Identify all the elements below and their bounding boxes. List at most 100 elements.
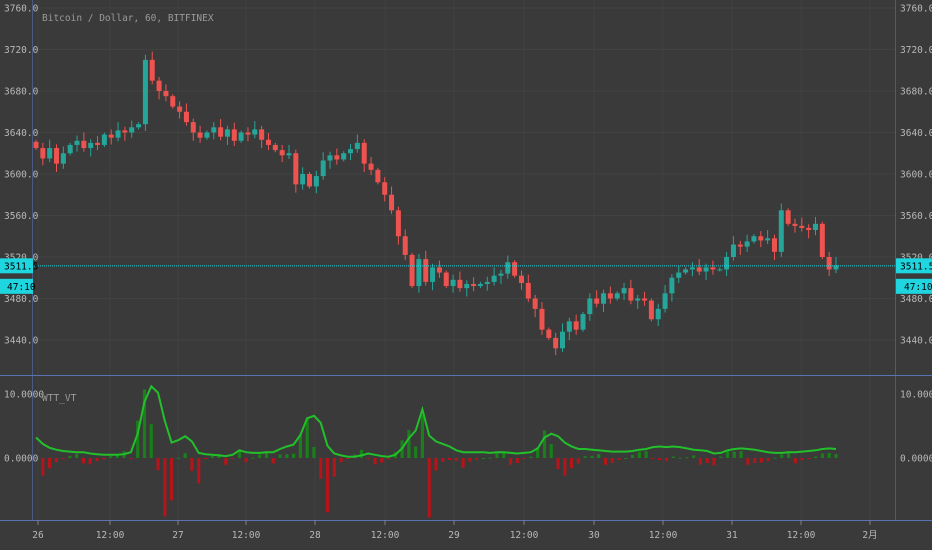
candle-body xyxy=(101,134,107,145)
histogram-bar xyxy=(658,458,662,461)
candle-body xyxy=(361,142,367,164)
candle xyxy=(730,236,736,261)
candle xyxy=(689,262,695,277)
candle-body xyxy=(33,141,39,149)
candle-body xyxy=(286,153,292,156)
histogram-bar xyxy=(515,458,519,463)
histogram-bar xyxy=(75,454,79,458)
candle-body xyxy=(81,140,87,149)
candle xyxy=(95,136,101,151)
candle-body xyxy=(464,283,470,289)
candle-body xyxy=(573,321,579,330)
histogram-bar xyxy=(664,458,669,462)
candle xyxy=(642,291,648,306)
candle-body xyxy=(799,225,805,228)
candle-body xyxy=(156,80,162,91)
candle-body xyxy=(771,238,777,252)
candle xyxy=(553,332,559,356)
time-tick-label: 12:00 xyxy=(371,530,400,541)
candle xyxy=(74,135,80,152)
candle-body xyxy=(778,210,784,252)
candle xyxy=(771,234,777,261)
candle-body xyxy=(806,227,812,231)
candle-body xyxy=(744,241,750,247)
time-tick-label: 12:00 xyxy=(649,530,678,541)
histogram-bar xyxy=(698,458,703,465)
price-tick-label-right: 3720.0 xyxy=(900,45,932,56)
candle-body xyxy=(293,153,299,185)
candle xyxy=(156,76,162,100)
candle-body xyxy=(327,155,333,161)
time-tick-label: 28 xyxy=(309,530,321,541)
histogram-bar xyxy=(434,458,438,471)
candle-body xyxy=(313,176,319,187)
candle xyxy=(136,122,142,130)
histogram-bar xyxy=(88,458,92,465)
candle xyxy=(430,263,436,291)
histogram-bar xyxy=(732,451,736,458)
histogram-bar xyxy=(414,446,418,458)
histogram-bar xyxy=(834,454,838,458)
candle xyxy=(676,265,682,283)
histogram-bar xyxy=(278,454,282,458)
candle-body xyxy=(142,59,148,125)
candle-body xyxy=(177,106,183,112)
candle xyxy=(238,130,244,143)
histogram-bar xyxy=(719,456,723,458)
histogram-bar xyxy=(386,458,391,460)
oscillator-axis-labels: 0.0000 0.0000 10.0000 10.0000 xyxy=(4,390,932,465)
candle-body xyxy=(614,293,620,299)
time-axis-labels: 26 12:00 27 12:00 28 12:00 29 12:00 30 12:00 31 12:… xyxy=(32,520,878,541)
candle-body xyxy=(224,129,230,137)
candle-body xyxy=(341,153,347,160)
candle-body xyxy=(54,148,60,164)
price-tick-label-left: 3760.0 xyxy=(4,4,39,15)
histogram-bar xyxy=(54,458,58,463)
candle xyxy=(464,280,470,297)
candlestick-series[interactable] xyxy=(33,51,839,356)
time-tick-label: 12:00 xyxy=(96,530,125,541)
histogram-bar xyxy=(712,458,716,466)
histogram-bar xyxy=(332,458,336,477)
candle-body xyxy=(477,283,483,287)
price-tick-label-right: 3480.0 xyxy=(900,294,932,305)
oscillator-series[interactable] xyxy=(35,384,838,518)
candle-body xyxy=(785,210,791,224)
histogram-bar xyxy=(678,457,682,459)
candle xyxy=(382,177,388,202)
histogram-bar xyxy=(244,458,248,463)
histogram-bar xyxy=(468,458,472,462)
candle-body xyxy=(683,269,689,273)
histogram-bar xyxy=(264,451,269,458)
time-tick-label: 12:00 xyxy=(232,530,261,541)
candle xyxy=(819,221,825,260)
histogram-bar xyxy=(366,458,370,460)
candle xyxy=(423,250,429,286)
candle xyxy=(525,274,531,303)
candle xyxy=(669,274,675,302)
candle-body xyxy=(765,238,771,241)
price-tick-label-left: 3560.0 xyxy=(4,211,39,222)
candle-body xyxy=(67,144,73,154)
candle xyxy=(635,294,641,309)
candle xyxy=(498,269,504,284)
candle xyxy=(662,285,668,313)
candle-body xyxy=(402,236,408,255)
candle xyxy=(518,270,524,290)
candle-body xyxy=(88,142,94,149)
candle-body xyxy=(115,130,121,138)
histogram-bar xyxy=(292,453,296,458)
candle-body xyxy=(484,281,490,284)
time-tick-label: 30 xyxy=(588,530,600,541)
histogram-bar xyxy=(61,458,65,460)
price-tick-label-right: 3600.0 xyxy=(900,170,932,181)
candle xyxy=(580,311,586,332)
candle-body xyxy=(272,144,278,151)
candle xyxy=(368,156,374,176)
histogram-bar xyxy=(814,456,818,458)
candle-body xyxy=(724,257,730,270)
candle-body xyxy=(450,279,456,287)
candle xyxy=(416,253,422,293)
histogram-bar xyxy=(190,458,194,472)
